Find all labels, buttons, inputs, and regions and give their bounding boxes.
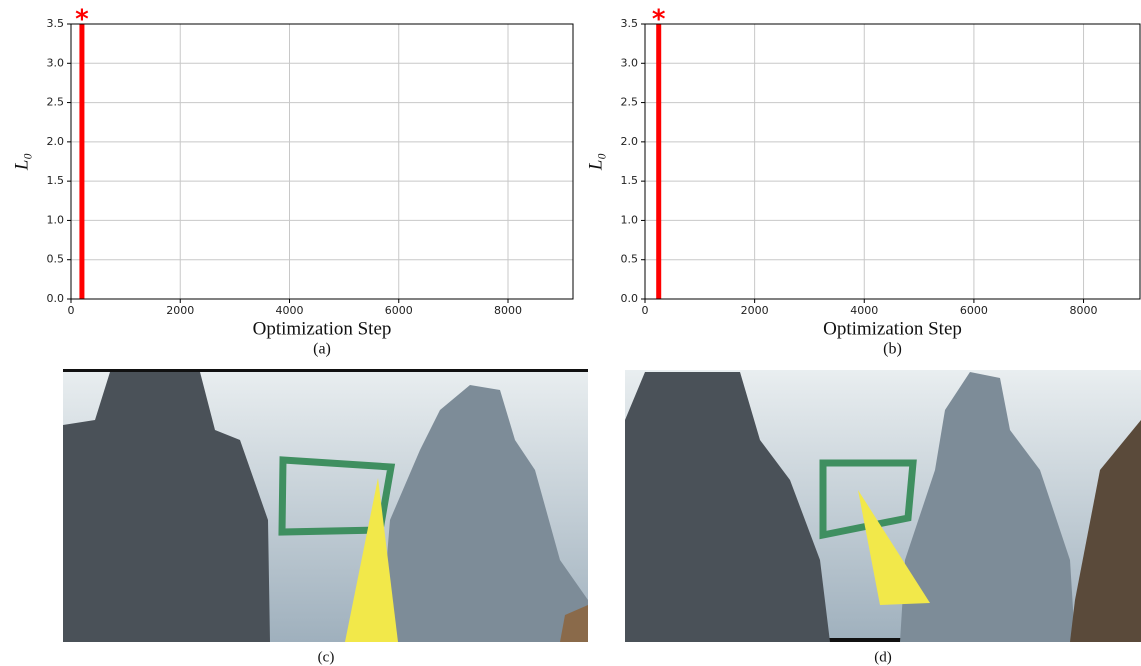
image-caption: (d) [874,649,892,665]
image-d [625,370,1141,642]
plot-area [645,24,1140,299]
plot-area [71,24,573,299]
image-caption: (c) [318,649,335,665]
highlight-marker: * [75,5,89,35]
x-tick-label: 6000 [385,304,413,317]
y-tick-label: 1.5 [47,174,65,187]
y-axis-label: L₀ [585,153,606,171]
x-tick-label: 0 [68,304,75,317]
y-tick-label: 1.0 [47,213,65,226]
chart: 0.0 0.5 1.0 1.5 2.0 2.5 3.0 3.5 0 2000 4000 6000 800… [585,5,1141,358]
y-tick-label: 1.5 [621,174,639,187]
y-tick-label: 0.0 [621,292,639,305]
y-tick-label: 1.0 [621,213,639,226]
x-tick-label: 8000 [494,304,522,317]
y-tick-label: 3.0 [621,56,639,69]
axes-frame [644,23,1141,300]
y-tick-label: 2.5 [621,96,639,109]
x-axis-label: Optimization Step [823,318,962,339]
image-c [63,369,588,642]
x-axis-label: Optimization Step [253,318,392,339]
x-tick-label: 0 [642,304,649,317]
y-tick-label: 3.5 [621,17,639,30]
x-tick-label: 6000 [960,304,988,317]
y-axis-label: L₀ [11,153,32,171]
highlight-line [656,24,662,299]
highlight-marker: * [652,5,666,35]
y-tick-label: 0.5 [47,253,65,266]
chart-caption: (a) [313,341,331,358]
axes-frame [70,23,574,300]
x-tick-label: 4000 [850,304,878,317]
y-tick-label: 0.0 [47,292,65,305]
chart: 0.0 0.5 1.0 1.5 2.0 2.5 3.0 3.5 0 2000 4000 6000 800… [11,5,574,358]
x-tick-label: 2000 [166,304,194,317]
y-tick-label: 3.0 [47,56,65,69]
x-tick-label: 8000 [1070,304,1098,317]
x-tick-label: 2000 [741,304,769,317]
chart-caption: (b) [883,341,902,358]
y-tick-label: 3.5 [47,17,65,30]
y-tick-label: 2.0 [47,135,65,148]
y-tick-label: 2.0 [621,135,639,148]
y-tick-label: 0.5 [621,253,639,266]
y-tick-label: 2.5 [47,96,65,109]
x-tick-label: 4000 [275,304,303,317]
highlight-line [79,24,85,299]
